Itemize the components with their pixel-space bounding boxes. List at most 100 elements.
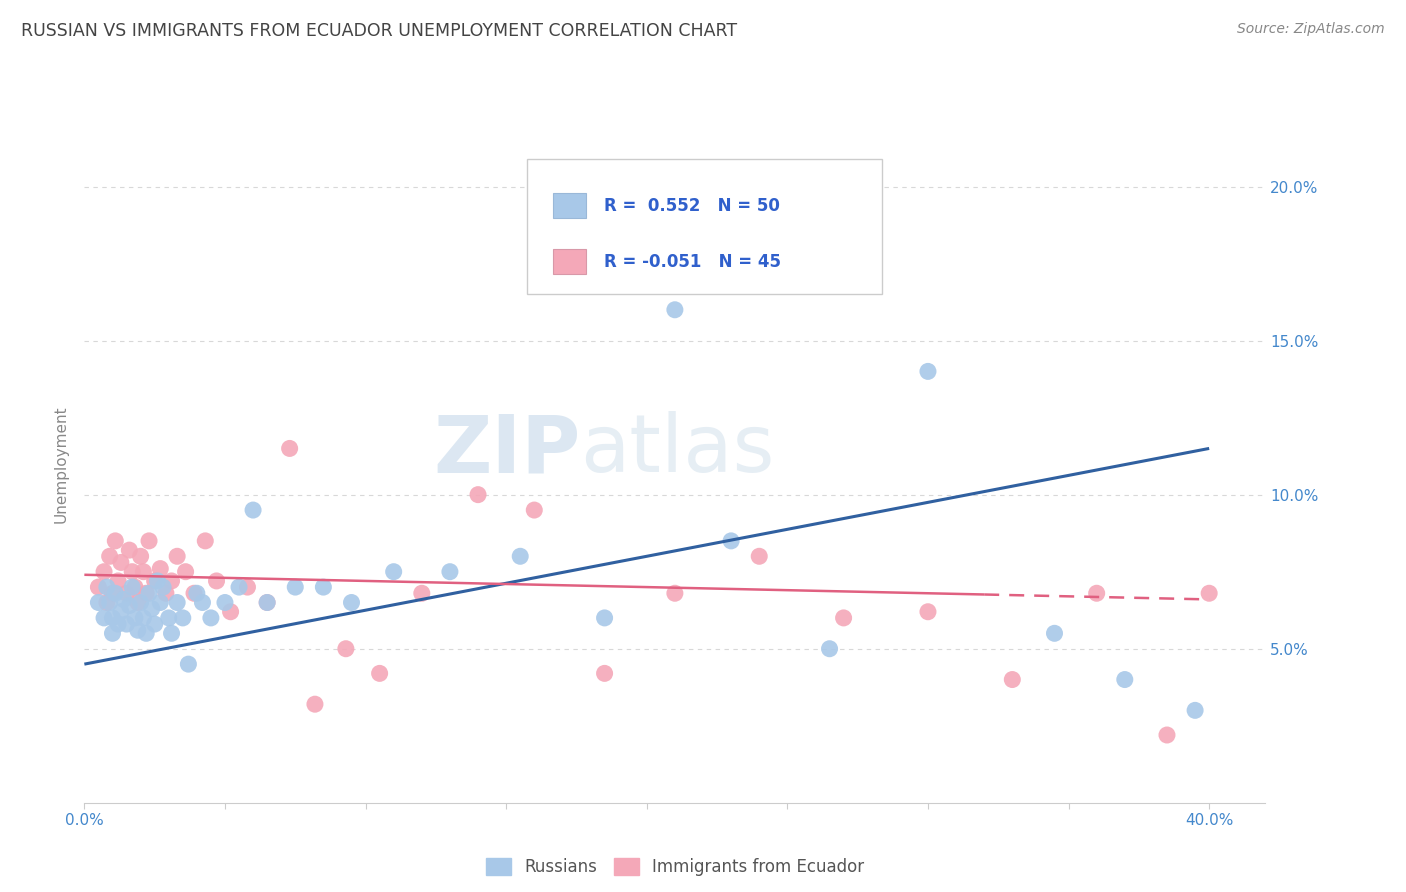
Point [87, 580, 110, 594]
Point [127, 595, 149, 609]
Point [593, 611, 616, 625]
Point [1184, 703, 1206, 717]
Legend: Russians, Immigrants from Ecuador: Russians, Immigrants from Ecuador [479, 851, 870, 882]
Point [149, 561, 172, 575]
Point [138, 586, 160, 600]
Point [112, 592, 135, 607]
Point [382, 565, 405, 579]
Point [104, 586, 127, 600]
Point [523, 503, 546, 517]
Point [110, 605, 132, 619]
Point [135, 626, 157, 640]
Point [174, 565, 197, 579]
Point [368, 666, 391, 681]
Point [242, 503, 264, 517]
Point [1001, 673, 1024, 687]
Point [115, 586, 138, 600]
Point [593, 666, 616, 681]
Point [194, 533, 217, 548]
Point [104, 533, 127, 548]
Point [93, 565, 115, 579]
Point [664, 586, 686, 600]
Point [132, 611, 155, 625]
Y-axis label: Unemployment: Unemployment [53, 405, 69, 523]
Point [1085, 586, 1108, 600]
Point [304, 697, 326, 711]
Point [832, 611, 855, 625]
Point [138, 533, 160, 548]
Point [284, 580, 307, 594]
Point [98, 595, 121, 609]
Point [121, 565, 143, 579]
Point [236, 580, 259, 594]
Point [143, 617, 166, 632]
Point [720, 533, 742, 548]
Point [186, 586, 208, 600]
Point [256, 595, 278, 609]
Point [87, 595, 110, 609]
Point [200, 611, 222, 625]
Point [278, 442, 301, 456]
Point [172, 611, 194, 625]
Point [118, 599, 141, 613]
Point [124, 580, 146, 594]
Point [439, 565, 461, 579]
Point [93, 611, 115, 625]
Point [1043, 626, 1066, 640]
Point [160, 626, 183, 640]
Point [115, 617, 138, 632]
Point [228, 580, 250, 594]
Point [132, 565, 155, 579]
Point [149, 595, 172, 609]
Point [917, 605, 939, 619]
Point [166, 595, 188, 609]
Text: Source: ZipAtlas.com: Source: ZipAtlas.com [1237, 22, 1385, 37]
Point [143, 574, 166, 588]
Point [127, 624, 149, 638]
FancyBboxPatch shape [553, 249, 586, 274]
Point [96, 580, 118, 594]
Point [205, 574, 228, 588]
Point [101, 611, 124, 625]
Point [1156, 728, 1178, 742]
Point [129, 595, 152, 609]
Point [312, 580, 335, 594]
Point [129, 549, 152, 564]
Point [96, 595, 118, 609]
Point [107, 617, 129, 632]
Point [509, 549, 531, 564]
Text: R =  0.552   N = 50: R = 0.552 N = 50 [605, 197, 780, 215]
Point [160, 574, 183, 588]
Point [917, 364, 939, 378]
Point [141, 601, 163, 615]
Point [664, 302, 686, 317]
Text: RUSSIAN VS IMMIGRANTS FROM ECUADOR UNEMPLOYMENT CORRELATION CHART: RUSSIAN VS IMMIGRANTS FROM ECUADOR UNEMP… [21, 22, 737, 40]
Point [152, 580, 174, 594]
Point [256, 595, 278, 609]
Point [121, 580, 143, 594]
Point [191, 595, 214, 609]
Point [1114, 673, 1136, 687]
Point [107, 574, 129, 588]
Point [214, 595, 236, 609]
FancyBboxPatch shape [553, 193, 586, 218]
Text: R = -0.051   N = 45: R = -0.051 N = 45 [605, 253, 780, 271]
Point [335, 641, 357, 656]
Point [818, 641, 841, 656]
Point [157, 611, 180, 625]
Point [135, 586, 157, 600]
Text: ZIP: ZIP [433, 411, 581, 490]
Point [155, 586, 177, 600]
Point [219, 605, 242, 619]
Point [166, 549, 188, 564]
Point [1198, 586, 1220, 600]
Point [340, 595, 363, 609]
Point [101, 626, 124, 640]
Point [748, 549, 770, 564]
Point [183, 586, 205, 600]
Point [467, 488, 489, 502]
Point [118, 543, 141, 558]
Point [101, 586, 124, 600]
Point [177, 657, 200, 672]
Text: atlas: atlas [581, 411, 775, 490]
